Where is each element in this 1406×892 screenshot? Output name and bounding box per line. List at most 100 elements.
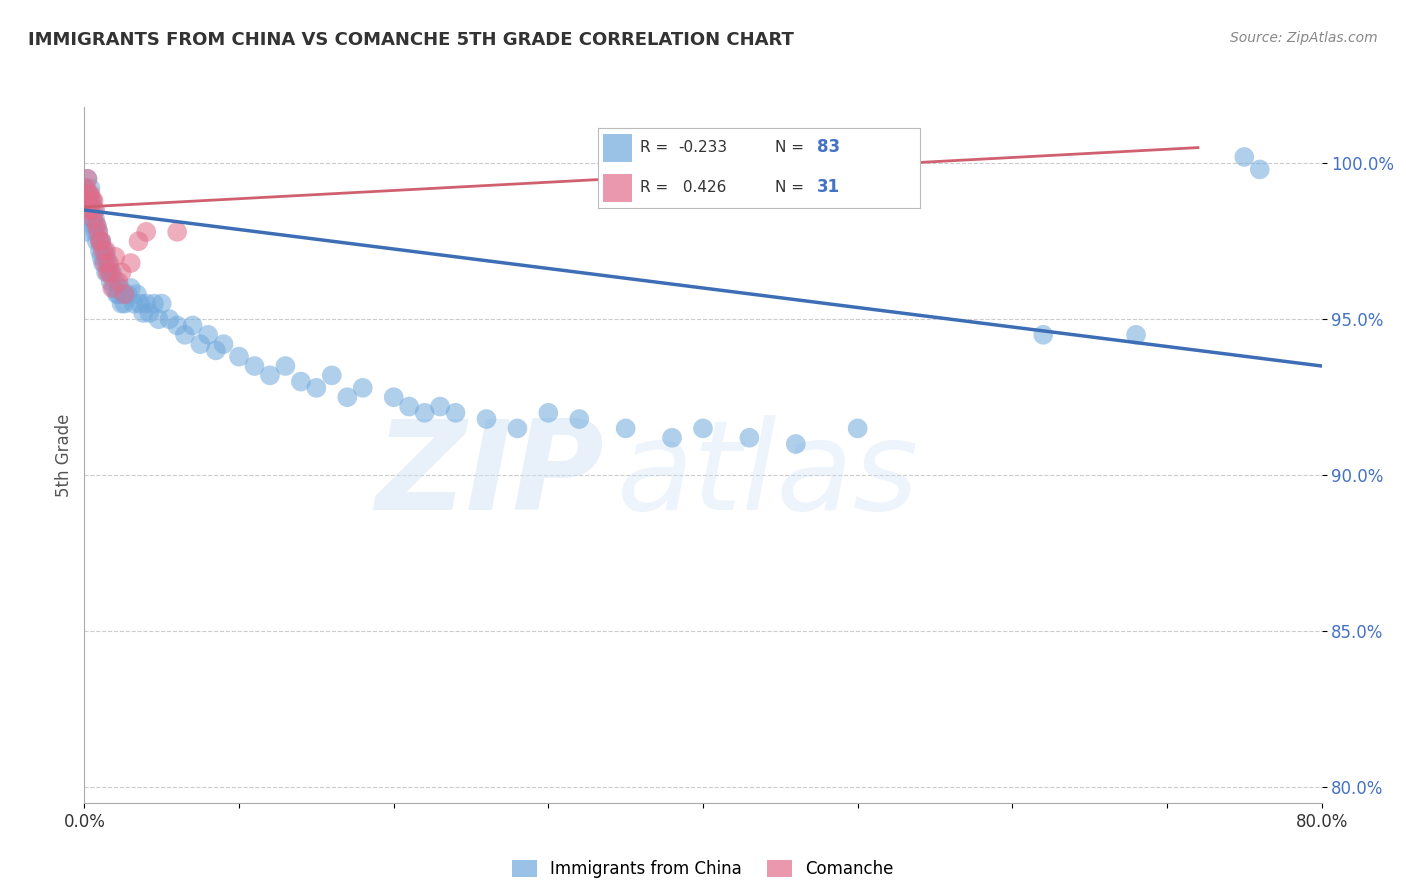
Point: [188, 337, 211, 351]
Point: [150, 296, 173, 310]
Point: [77, 187, 100, 202]
Point: [143, 296, 166, 310]
Point: [94, 265, 117, 279]
Point: [125, 287, 148, 301]
Point: [114, 296, 136, 310]
Point: [138, 306, 160, 320]
Point: [117, 287, 139, 301]
Point: [413, 406, 436, 420]
Point: [84, 225, 107, 239]
Point: [98, 265, 121, 279]
Point: [93, 244, 115, 258]
Point: [100, 275, 122, 289]
Point: [79, 202, 101, 217]
Point: [181, 318, 204, 333]
Point: [243, 359, 266, 373]
Point: [692, 421, 714, 435]
Point: [83, 219, 105, 233]
Point: [90, 250, 112, 264]
Point: [1032, 327, 1054, 342]
Text: Source: ZipAtlas.com: Source: ZipAtlas.com: [1230, 31, 1378, 45]
Point: [93, 256, 115, 270]
Point: [132, 306, 155, 320]
Point: [336, 390, 359, 404]
Point: [506, 421, 529, 435]
Point: [105, 287, 128, 301]
Point: [101, 265, 124, 279]
Point: [108, 281, 131, 295]
Point: [82, 194, 104, 208]
Point: [96, 256, 118, 270]
Point: [75, 225, 97, 239]
Point: [537, 406, 560, 420]
Point: [94, 250, 117, 264]
Point: [86, 219, 108, 233]
Point: [785, 437, 807, 451]
Point: [197, 327, 219, 342]
Point: [122, 296, 145, 310]
Point: [76, 194, 98, 208]
Point: [83, 202, 105, 217]
Point: [107, 275, 129, 289]
Point: [89, 234, 111, 248]
Point: [89, 234, 111, 248]
Point: [94, 244, 117, 258]
Point: [83, 212, 105, 227]
Point: [120, 256, 142, 270]
Point: [79, 181, 101, 195]
Text: ZIP: ZIP: [375, 416, 605, 536]
Point: [98, 256, 121, 270]
Point: [91, 256, 114, 270]
Point: [76, 171, 98, 186]
Point: [86, 234, 108, 248]
Point: [114, 287, 136, 301]
Point: [738, 431, 761, 445]
Point: [398, 400, 420, 414]
Point: [79, 202, 101, 217]
Point: [305, 381, 328, 395]
Point: [103, 281, 125, 295]
Point: [87, 225, 110, 239]
Point: [228, 350, 250, 364]
Point: [444, 406, 467, 420]
Point: [100, 265, 122, 279]
Text: IMMIGRANTS FROM CHINA VS COMANCHE 5TH GRADE CORRELATION CHART: IMMIGRANTS FROM CHINA VS COMANCHE 5TH GR…: [28, 31, 794, 49]
Point: [90, 234, 112, 248]
Point: [107, 287, 129, 301]
Point: [1233, 150, 1256, 164]
Point: [120, 281, 142, 295]
Point: [104, 250, 127, 264]
Point: [75, 181, 97, 195]
Point: [135, 296, 157, 310]
Point: [568, 412, 591, 426]
Point: [110, 296, 132, 310]
Point: [91, 244, 114, 258]
Point: [475, 412, 498, 426]
Point: [79, 187, 101, 202]
Point: [96, 265, 118, 279]
Point: [89, 244, 111, 258]
Point: [87, 225, 110, 239]
Point: [212, 337, 235, 351]
Point: [174, 327, 197, 342]
Point: [77, 194, 100, 208]
Point: [382, 390, 405, 404]
Point: [77, 187, 100, 202]
Point: [104, 275, 127, 289]
Point: [82, 212, 104, 227]
Point: [76, 171, 98, 186]
Point: [112, 287, 135, 301]
Point: [166, 318, 188, 333]
Point: [1125, 327, 1147, 342]
Point: [429, 400, 451, 414]
Point: [614, 150, 637, 164]
Point: [82, 194, 104, 208]
Point: [352, 381, 374, 395]
Point: [110, 265, 132, 279]
Point: [75, 181, 97, 195]
Point: [274, 359, 297, 373]
Point: [290, 375, 312, 389]
Point: [846, 421, 869, 435]
Point: [84, 212, 107, 227]
Point: [83, 194, 105, 208]
